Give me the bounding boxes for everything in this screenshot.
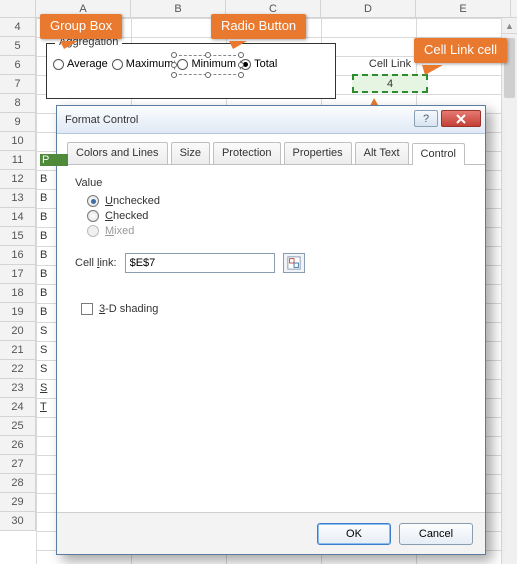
vertical-scrollbar[interactable]: ▲ xyxy=(501,18,517,564)
cell-link-row: Cell link: xyxy=(75,253,467,273)
radio-icon xyxy=(53,59,64,70)
range-picker-button[interactable] xyxy=(283,253,305,273)
row-head-19[interactable]: 19 xyxy=(0,303,36,322)
cell-link-label: Cell link: xyxy=(75,257,117,269)
checkbox-icon xyxy=(81,303,93,315)
tab-alt-text[interactable]: Alt Text xyxy=(355,142,409,164)
radio-label: Average xyxy=(67,58,108,70)
row-head-23[interactable]: 23 xyxy=(0,379,36,398)
shading-row[interactable]: 3-D shading xyxy=(81,303,467,315)
row-head-5[interactable]: 5 xyxy=(0,37,36,56)
row-head-7[interactable]: 7 xyxy=(0,75,36,94)
row-head-22[interactable]: 22 xyxy=(0,360,36,379)
value-checked-option[interactable]: Checked xyxy=(87,210,467,222)
row-head-12[interactable]: 12 xyxy=(0,170,36,189)
callout-groupbox: Group Box xyxy=(40,14,122,39)
cell-link-input[interactable] xyxy=(125,253,275,273)
cell-hint: B xyxy=(40,230,68,242)
cell-link-cell: 4 xyxy=(352,74,428,93)
radio-label: Total xyxy=(254,58,277,70)
row-head-17[interactable]: 17 xyxy=(0,265,36,284)
row-head-10[interactable]: 10 xyxy=(0,132,36,151)
cell-hint: P xyxy=(40,154,68,166)
row-head-11[interactable]: 11 xyxy=(0,151,36,170)
callout-radio: Radio Button xyxy=(211,14,306,39)
col-head-F[interactable]: F xyxy=(511,0,517,18)
dialog-titlebar[interactable]: Format Control ? xyxy=(57,106,485,134)
value-label: Value xyxy=(75,177,467,189)
value-mixed-option: Mixed xyxy=(87,225,467,237)
row-head-27[interactable]: 27 xyxy=(0,455,36,474)
cell-hint: B xyxy=(40,173,68,185)
ok-button[interactable]: OK xyxy=(317,523,391,545)
radio-label: Maximum xyxy=(126,58,174,70)
radio-maximum[interactable]: Maximum xyxy=(112,58,174,70)
row-head-8[interactable]: 8 xyxy=(0,94,36,113)
cell-hint: B xyxy=(40,249,68,261)
cell-hint: S xyxy=(40,363,68,375)
cell-hint: S xyxy=(40,325,68,337)
tab-control[interactable]: Control xyxy=(412,143,465,165)
format-control-dialog: Format Control ? Colors and LinesSizePro… xyxy=(56,105,486,555)
row-head-26[interactable]: 26 xyxy=(0,436,36,455)
cell-hint: B xyxy=(40,306,68,318)
row-head-4[interactable]: 4 xyxy=(0,18,36,37)
dialog-tabs: Colors and LinesSizeProtectionProperties… xyxy=(57,134,485,165)
value-unchecked-option[interactable]: Unchecked xyxy=(87,195,467,207)
help-button[interactable]: ? xyxy=(414,110,438,127)
row-head-30[interactable]: 30 xyxy=(0,512,36,531)
tab-protection[interactable]: Protection xyxy=(213,142,281,164)
select-all-corner[interactable] xyxy=(0,0,36,18)
row-head-29[interactable]: 29 xyxy=(0,493,36,512)
col-head-E[interactable]: E xyxy=(416,0,511,18)
close-button[interactable] xyxy=(441,110,481,127)
value-group: Value Unchecked Checked Mixed xyxy=(75,177,467,237)
row-head-15[interactable]: 15 xyxy=(0,227,36,246)
cell-hint: B xyxy=(40,268,68,280)
tab-properties[interactable]: Properties xyxy=(284,142,352,164)
row-head-13[interactable]: 13 xyxy=(0,189,36,208)
radio-icon xyxy=(87,195,99,207)
dialog-title: Format Control xyxy=(65,114,138,126)
selection-handles xyxy=(174,55,241,75)
cell-hint: B xyxy=(40,211,68,223)
row-head-16[interactable]: 16 xyxy=(0,246,36,265)
row-head-14[interactable]: 14 xyxy=(0,208,36,227)
row-head-18[interactable]: 18 xyxy=(0,284,36,303)
cancel-button[interactable]: Cancel xyxy=(399,523,473,545)
radio-icon xyxy=(112,59,123,70)
dialog-footer: OK Cancel xyxy=(57,512,485,554)
radio-total[interactable]: Total xyxy=(240,58,277,70)
close-icon xyxy=(455,114,467,124)
shading-label: 3-D shading xyxy=(99,303,158,315)
cell-hint: T xyxy=(40,401,68,413)
radio-icon xyxy=(87,225,99,237)
radio-average[interactable]: Average xyxy=(53,58,108,70)
aggregation-groupbox: AverageMaximumMinimumTotal xyxy=(46,43,336,99)
radio-icon xyxy=(87,210,99,222)
cell-hint: B xyxy=(40,192,68,204)
cell-hint: B xyxy=(40,287,68,299)
row-head-24[interactable]: 24 xyxy=(0,398,36,417)
row-head-28[interactable]: 28 xyxy=(0,474,36,493)
row-head-20[interactable]: 20 xyxy=(0,322,36,341)
col-head-D[interactable]: D xyxy=(321,0,416,18)
scroll-up-icon[interactable]: ▲ xyxy=(502,18,517,34)
tab-colors-and-lines[interactable]: Colors and Lines xyxy=(67,142,168,164)
tab-size[interactable]: Size xyxy=(171,142,210,164)
range-picker-icon xyxy=(287,256,301,270)
row-head-6[interactable]: 6 xyxy=(0,56,36,75)
row-head-21[interactable]: 21 xyxy=(0,341,36,360)
row-head-25[interactable]: 25 xyxy=(0,417,36,436)
callout-celllink: Cell Link cell xyxy=(414,38,507,63)
row-head-9[interactable]: 9 xyxy=(0,113,36,132)
cell-hint: S xyxy=(40,344,68,356)
cell-hint: S xyxy=(40,382,68,394)
